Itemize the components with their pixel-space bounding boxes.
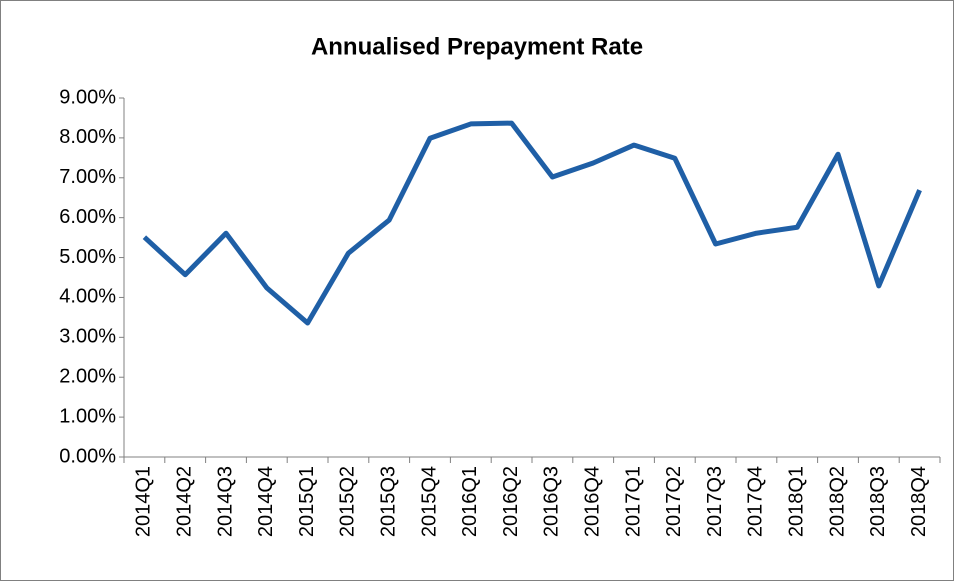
x-tick-label: 2017Q4 bbox=[745, 466, 767, 537]
x-tick-label: 2018Q3 bbox=[867, 466, 889, 537]
x-tick-label: 2018Q4 bbox=[908, 466, 930, 537]
x-tick-label: 2015Q4 bbox=[418, 466, 440, 537]
chart-title: Annualised Prepayment Rate bbox=[311, 33, 643, 60]
x-tick-label: 2014Q4 bbox=[255, 466, 277, 537]
x-tick-label: 2018Q2 bbox=[826, 466, 848, 537]
x-tick-label: 2017Q1 bbox=[622, 466, 644, 537]
x-tick-label: 2014Q1 bbox=[133, 466, 155, 537]
x-tick-label: 2014Q2 bbox=[173, 466, 195, 537]
x-tick-label: 2015Q1 bbox=[296, 466, 318, 537]
y-tick-label: 5.00% bbox=[59, 246, 116, 268]
y-tick-label: 2.00% bbox=[59, 366, 116, 388]
y-tick-label: 0.00% bbox=[59, 445, 116, 467]
y-tick-label: 8.00% bbox=[59, 126, 116, 148]
y-tick-label: 6.00% bbox=[59, 206, 116, 228]
y-tick-label: 1.00% bbox=[59, 405, 116, 427]
line-series bbox=[142, 120, 922, 326]
y-tick-label: 7.00% bbox=[59, 166, 116, 188]
x-tick-label: 2016Q3 bbox=[541, 466, 563, 537]
x-tick-label: 2014Q3 bbox=[214, 466, 236, 537]
x-tick-label: 2016Q2 bbox=[500, 466, 522, 537]
x-tick-label: 2017Q2 bbox=[663, 466, 685, 537]
x-tick-label: 2017Q3 bbox=[704, 466, 726, 537]
y-tick-label: 4.00% bbox=[59, 286, 116, 308]
x-tick-label: 2015Q3 bbox=[377, 466, 399, 537]
x-tick-label: 2015Q2 bbox=[337, 466, 359, 537]
x-tick-label: 2016Q1 bbox=[459, 466, 481, 537]
x-tick-label: 2016Q4 bbox=[581, 466, 603, 537]
x-tick-label: 2018Q1 bbox=[785, 466, 807, 537]
y-tick-label: 3.00% bbox=[59, 326, 116, 348]
y-tick-label: 9.00% bbox=[59, 86, 116, 108]
